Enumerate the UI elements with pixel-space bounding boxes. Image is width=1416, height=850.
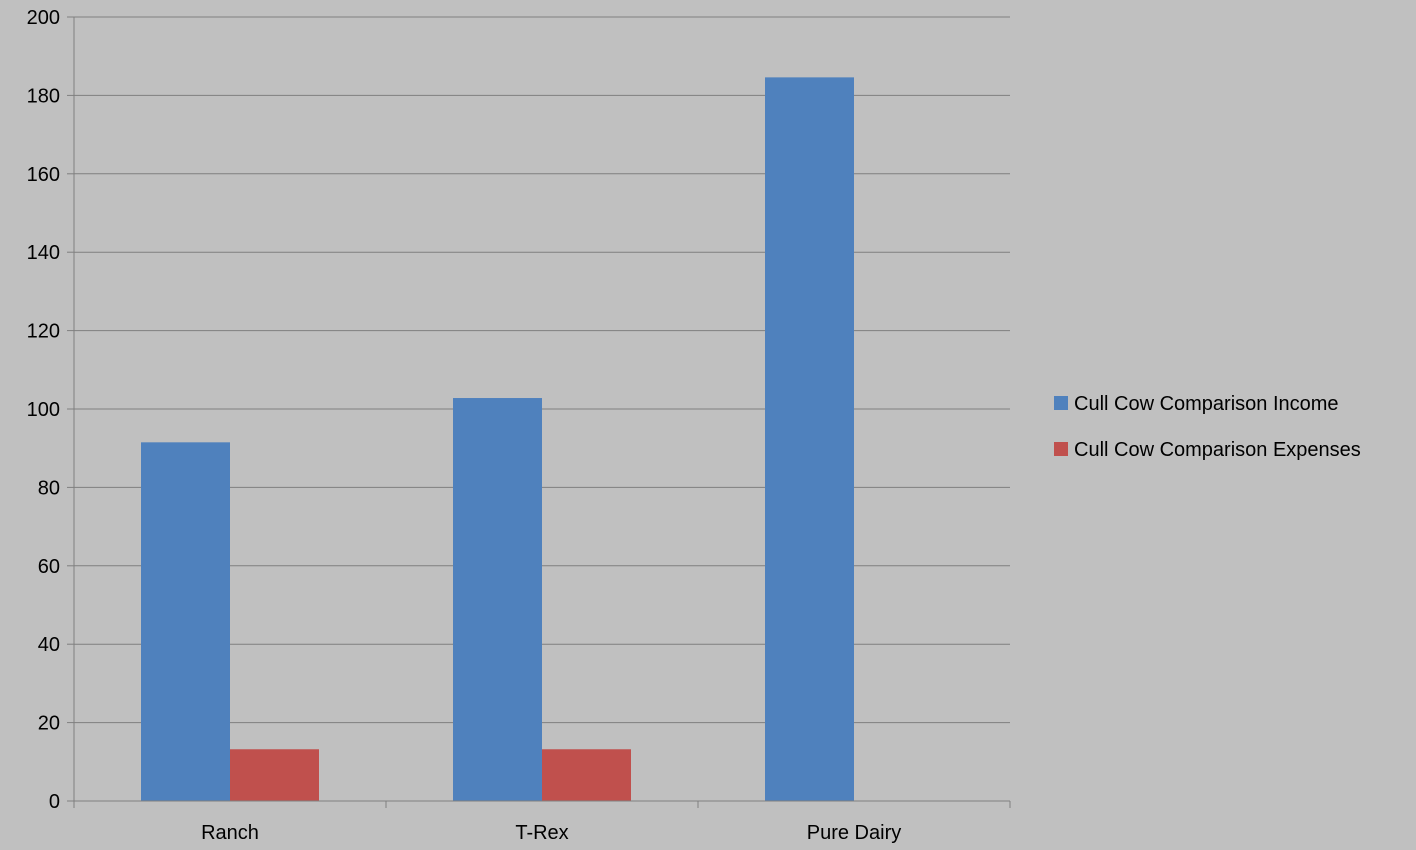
y-tick-labels: 0 20 40 60 80 100 120 140 160 180 200	[27, 7, 60, 813]
y-tick-label: 200	[27, 7, 60, 29]
bar	[765, 77, 854, 802]
bar	[141, 442, 230, 801]
x-tick-label: Pure Dairy	[807, 822, 901, 844]
y-tick-label: 160	[27, 164, 60, 186]
y-tick-label: 140	[27, 242, 60, 264]
y-tick-label: 40	[38, 634, 60, 656]
y-tick-label: 120	[27, 321, 60, 343]
x-tick-labels: Ranch T-Rex Pure Dairy	[201, 822, 901, 844]
legend-swatch	[1054, 442, 1068, 456]
legend-label: Cull Cow Comparison Income	[1074, 393, 1339, 415]
y-tick-label: 180	[27, 85, 60, 107]
bar	[542, 749, 631, 801]
x-tick-label: Ranch	[201, 822, 259, 844]
x-tick-label: T-Rex	[515, 822, 568, 844]
y-tick-label: 0	[49, 791, 60, 813]
legend-label: Cull Cow Comparison Expenses	[1074, 439, 1361, 461]
legend: Cull Cow Comparison Income Cull Cow Compa…	[1054, 393, 1361, 461]
bar	[453, 398, 542, 801]
y-tick-label: 100	[27, 399, 60, 421]
legend-swatch	[1054, 396, 1068, 410]
y-tick-label: 20	[38, 713, 60, 735]
axes	[67, 16, 1011, 808]
y-tick-label: 60	[38, 556, 60, 578]
bar	[230, 749, 319, 801]
y-tick-label: 80	[38, 477, 60, 499]
bars	[141, 77, 854, 802]
